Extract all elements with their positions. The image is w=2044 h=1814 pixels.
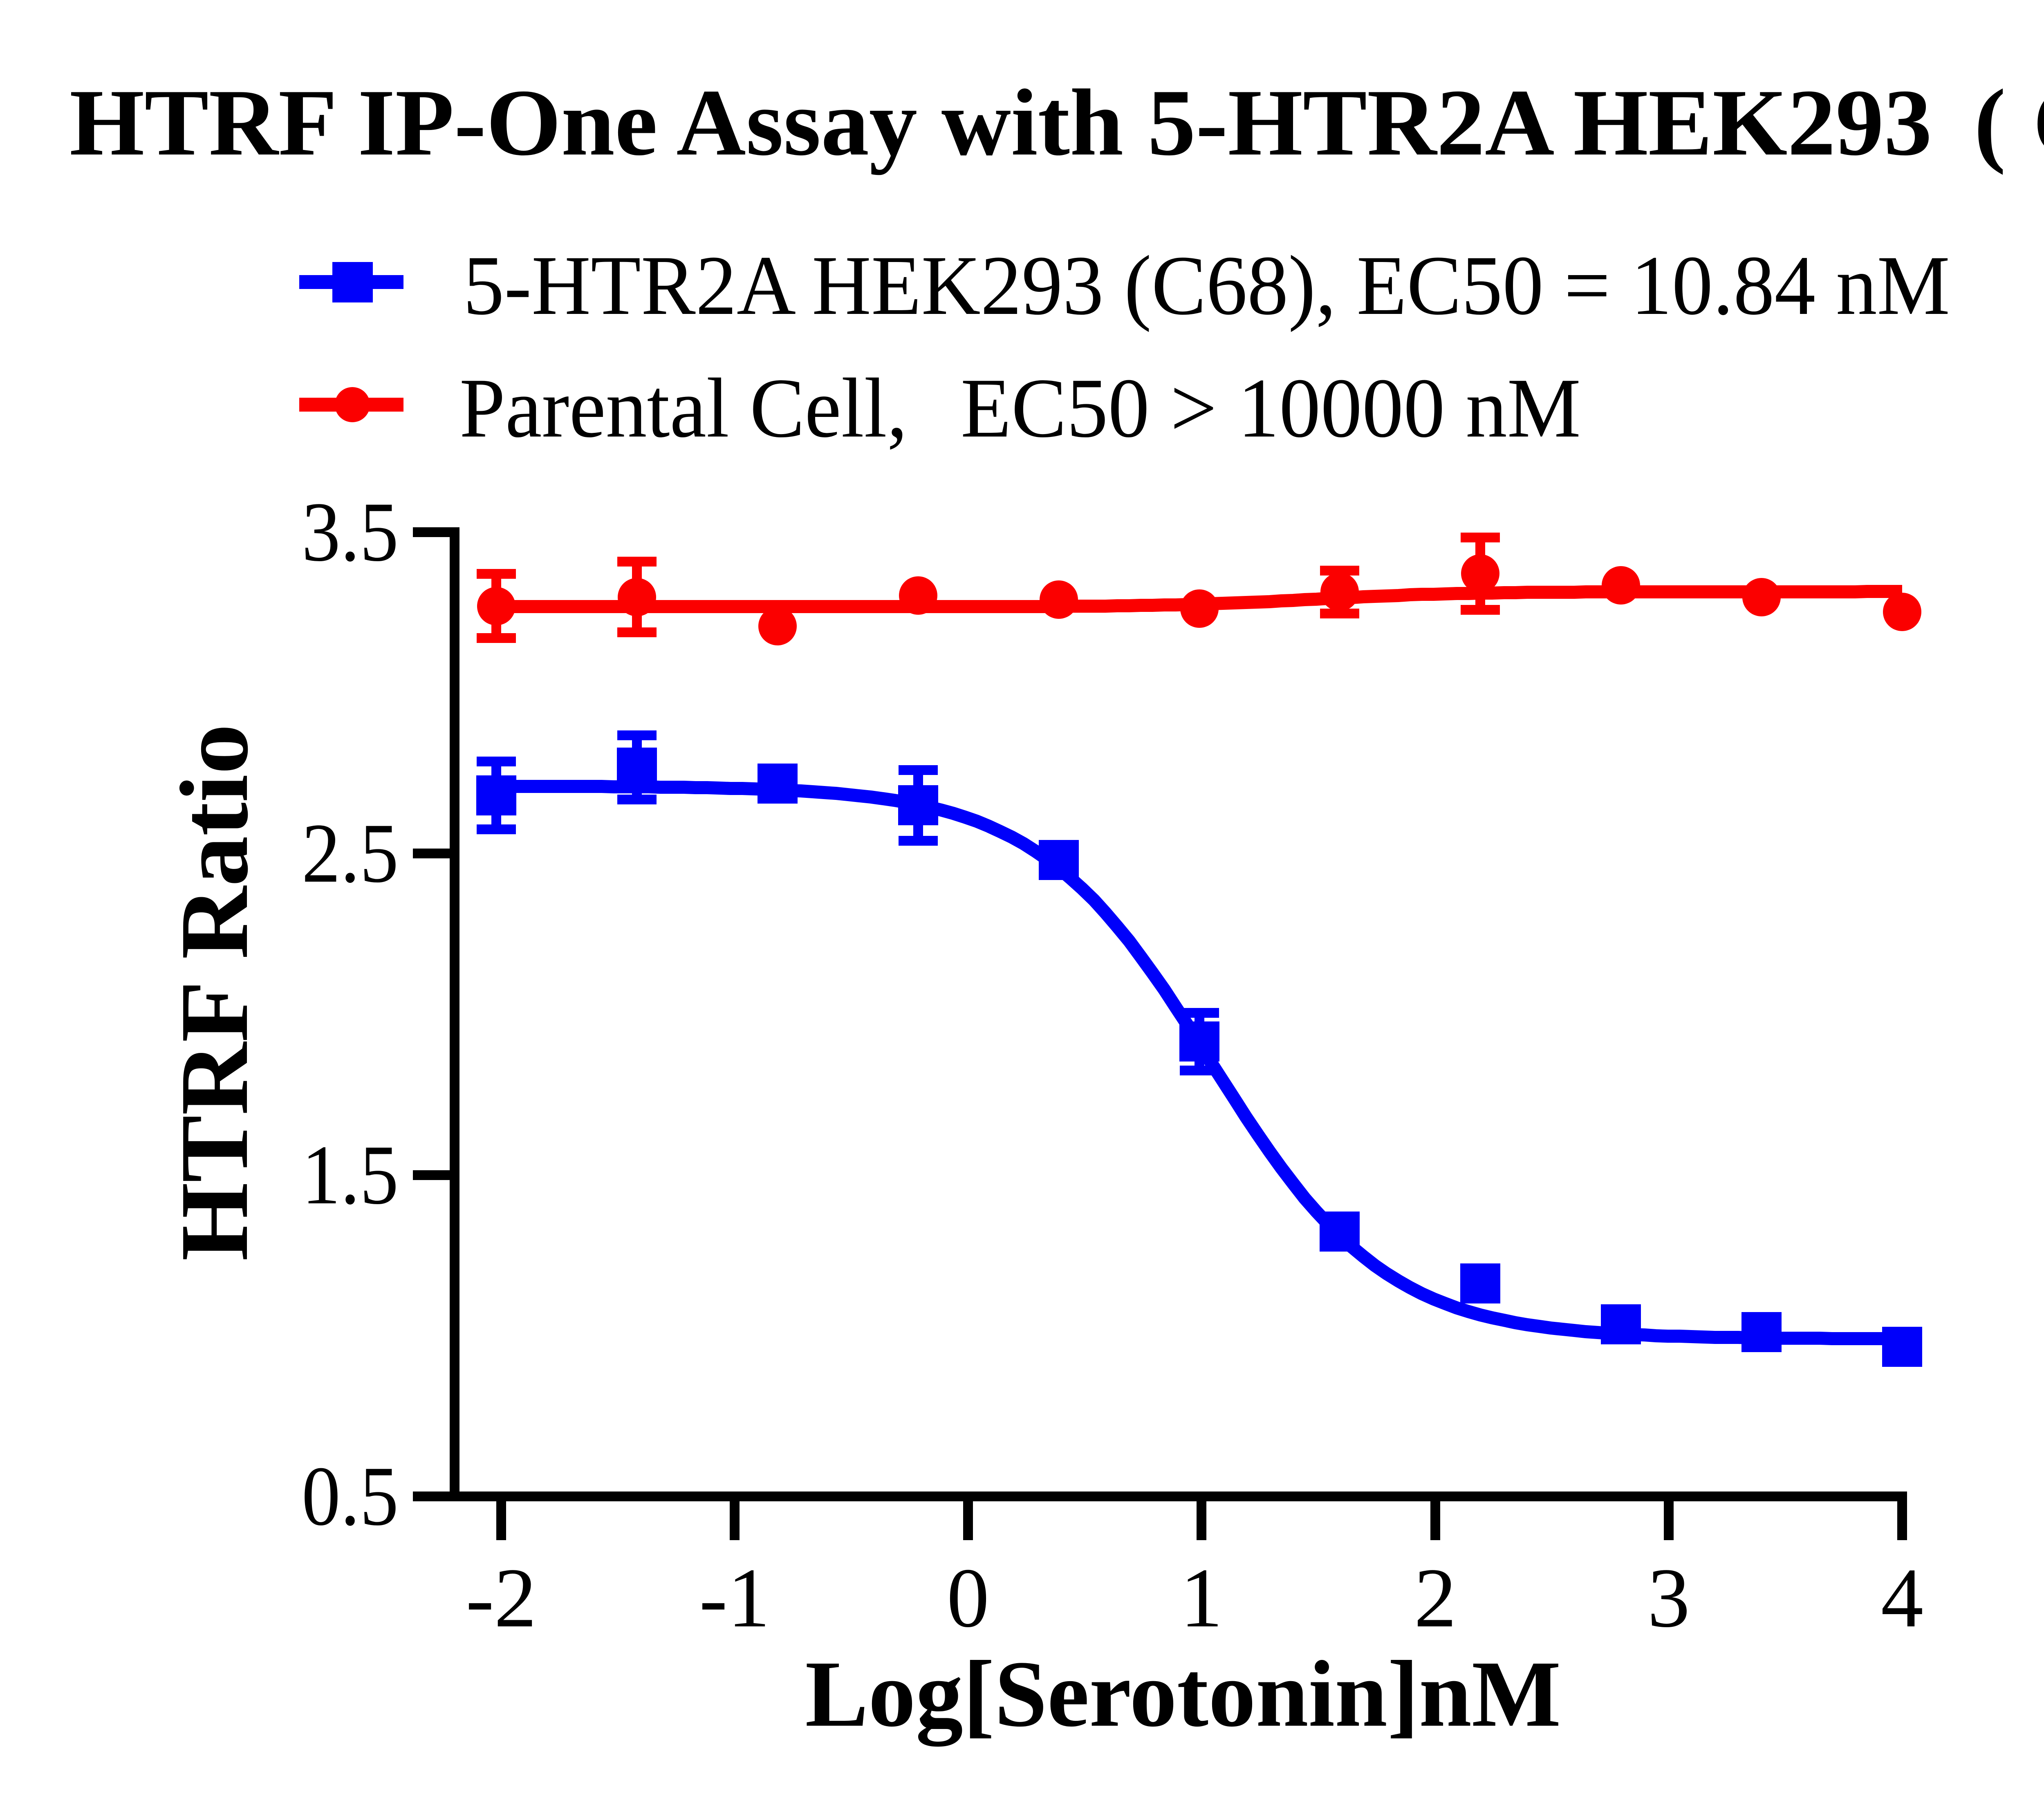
svg-text:-1: -1: [699, 1551, 770, 1645]
svg-text:3: 3: [1647, 1551, 1690, 1645]
svg-text:Log[Serotonin]nM: Log[Serotonin]nM: [805, 1642, 1561, 1747]
svg-text:HTRF Ratio: HTRF Ratio: [161, 724, 268, 1261]
svg-text:0.5: 0.5: [302, 1449, 399, 1543]
svg-text:Parental Cell,EC50 > 10000 nM: Parental Cell, EC50 > 10000 nM: [459, 361, 1581, 455]
svg-text:0: 0: [947, 1551, 989, 1645]
svg-text:4: 4: [1881, 1551, 1923, 1645]
svg-text:5-HTR2A HEK293 (C68), EC50 = 1: 5-HTR2A HEK293 (C68), EC50 = 10.84 nM: [463, 238, 1950, 332]
svg-text:-2: -2: [466, 1551, 536, 1645]
svg-text:HTRF IP-One Assay with 5-HTR2A: HTRF IP-One Assay with 5-HTR2A HEK293(C6…: [69, 70, 2044, 175]
svg-text:1: 1: [1180, 1551, 1223, 1645]
svg-text:1.5: 1.5: [302, 1128, 399, 1222]
svg-text:3.5: 3.5: [302, 485, 399, 579]
svg-text:2: 2: [1414, 1551, 1457, 1645]
svg-text:2.5: 2.5: [302, 806, 399, 900]
